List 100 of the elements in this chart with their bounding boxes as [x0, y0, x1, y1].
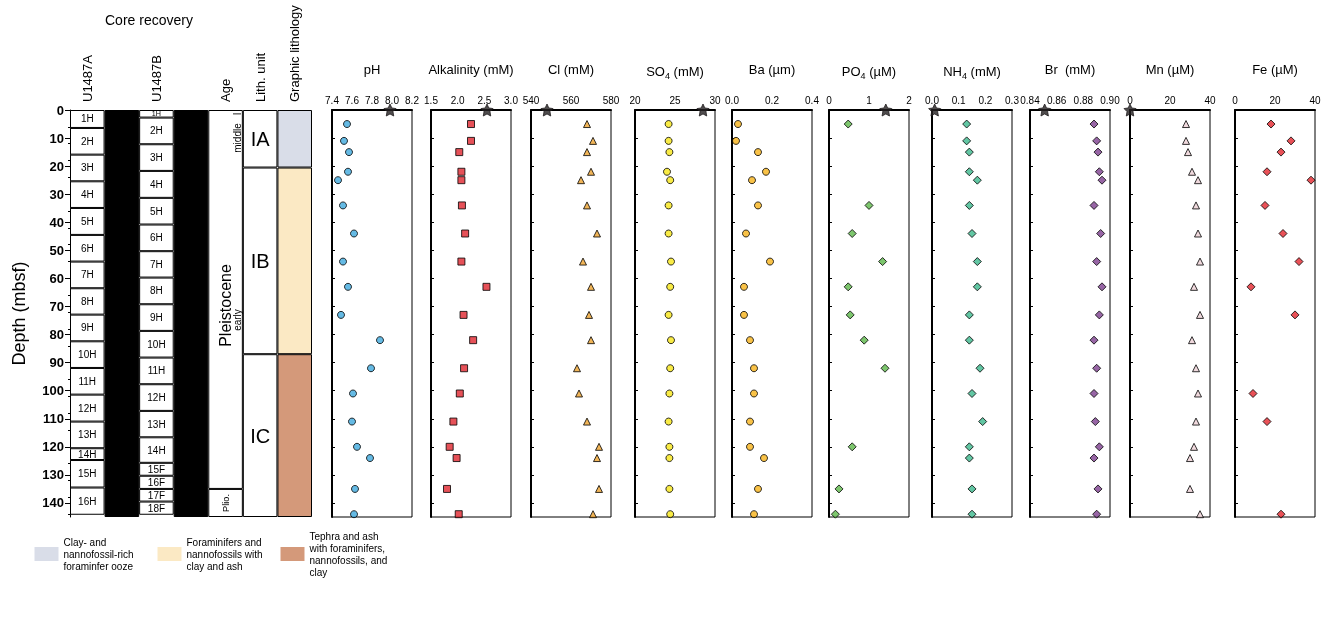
text: 12H	[78, 402, 97, 414]
x-tick-label: 1.5	[424, 94, 439, 106]
point	[353, 442, 361, 451]
x-tick-label: 0.2	[978, 94, 993, 106]
point	[845, 310, 855, 320]
y-tick-label: 80	[49, 327, 64, 343]
point	[457, 257, 466, 266]
point	[344, 167, 352, 176]
point	[664, 417, 673, 426]
text: 1H	[80, 113, 94, 125]
point	[666, 364, 675, 373]
annotation: middle	[231, 122, 243, 153]
text: 5H	[80, 215, 94, 227]
point	[1092, 257, 1102, 267]
point	[482, 282, 491, 291]
text: 9H	[80, 322, 94, 334]
point	[1196, 510, 1204, 519]
point	[666, 510, 675, 519]
point	[467, 136, 475, 145]
y-tick-label: 120	[42, 439, 64, 455]
series-label: 12H	[147, 392, 166, 404]
series-label: 18F	[147, 502, 166, 514]
annotation: l	[231, 112, 243, 116]
point	[445, 442, 454, 451]
chart-title: Mn (µM)	[1145, 62, 1195, 77]
text: 7H	[80, 269, 94, 281]
point	[575, 389, 583, 398]
point	[746, 442, 754, 451]
point	[1094, 442, 1104, 452]
series-label: 17F	[147, 489, 166, 501]
point	[1276, 147, 1286, 157]
y-tick-label: 30	[49, 186, 64, 202]
point	[1097, 282, 1107, 292]
point	[879, 103, 893, 117]
y-tick-label: 50	[49, 242, 64, 258]
point	[1092, 509, 1102, 519]
point	[461, 229, 470, 238]
point	[460, 364, 469, 373]
text: 8H	[150, 285, 163, 297]
point	[847, 442, 857, 452]
point	[1262, 167, 1272, 177]
point	[1093, 147, 1103, 157]
chart-title: Core recovery	[105, 12, 193, 28]
legend-label: Clay- and nannofossil-rich foraminfer ooze	[63, 536, 137, 572]
x-tick-label: 8.0	[385, 94, 400, 106]
point	[334, 176, 342, 185]
chart-title: Fe (µM)	[1252, 62, 1298, 77]
point	[665, 148, 674, 157]
x-tick-label: 25	[669, 94, 681, 106]
y-tick-label: 40	[49, 214, 64, 230]
chart-title: Ba (µm)	[748, 62, 796, 77]
point	[350, 510, 358, 519]
y-tick-label: 140	[42, 495, 64, 511]
point	[1038, 103, 1052, 117]
x-tick-label: 580	[602, 94, 620, 106]
x-tick-label: 7.6	[345, 94, 360, 106]
point	[830, 509, 840, 519]
series-label: Plio.	[220, 494, 231, 512]
point	[1276, 509, 1286, 519]
point	[593, 454, 601, 463]
y-tick-label: 60	[49, 270, 64, 286]
point	[1186, 484, 1194, 493]
chart-title: Br (mM)	[1044, 62, 1096, 77]
point	[452, 454, 461, 463]
x-tick-label: Graphic lithology	[287, 4, 303, 102]
point	[350, 229, 358, 238]
point	[746, 336, 754, 345]
text: 10H	[147, 338, 166, 350]
text: 13H	[78, 429, 97, 441]
point	[975, 363, 985, 373]
point	[1188, 336, 1196, 345]
point	[587, 336, 595, 345]
point	[964, 310, 974, 320]
y-axis-title: Depth (mbsf)	[9, 261, 29, 366]
point	[589, 136, 597, 145]
point	[1092, 363, 1102, 373]
point	[754, 201, 762, 210]
x-tick-label: 20	[1164, 94, 1176, 106]
legend-label: Foraminifers and nannofossils with clay and ash	[186, 536, 266, 572]
point	[1262, 417, 1272, 427]
point	[595, 484, 603, 493]
x-tick-label: 8.2	[405, 94, 420, 106]
point	[750, 389, 758, 398]
x-tick-label: 0.4	[805, 94, 820, 106]
series-label: 9H	[150, 312, 163, 324]
text: 11H	[147, 365, 166, 377]
point	[750, 364, 758, 373]
series-label: 5H	[150, 205, 163, 217]
point	[766, 257, 774, 266]
point	[1190, 442, 1198, 451]
series-label: 7H	[150, 258, 163, 270]
y-tick-label: 100	[42, 383, 64, 399]
point	[449, 417, 458, 426]
chart-title: Cl (mM)	[547, 62, 595, 77]
point	[1196, 257, 1204, 266]
point	[1190, 282, 1198, 291]
point	[340, 136, 348, 145]
point	[583, 120, 591, 129]
point	[1186, 454, 1194, 463]
text: 3H	[80, 162, 94, 174]
